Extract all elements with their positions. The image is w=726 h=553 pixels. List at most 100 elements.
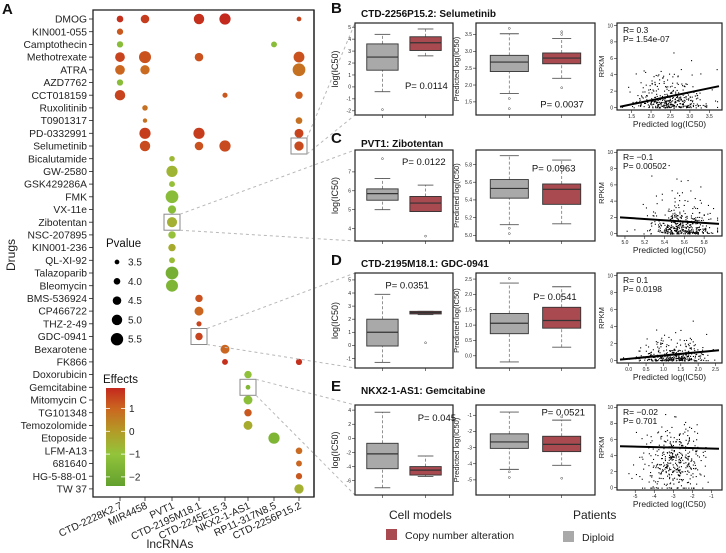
dot-bicalutamide [169,155,175,162]
scatter-point [680,106,682,108]
scatter-point [684,343,686,345]
scatter-point [699,355,701,357]
scatter-point [631,477,633,479]
scatter-point [682,357,684,359]
scatter-point [665,231,667,233]
scatter-point [680,217,682,219]
scatter-point [675,91,677,93]
cna-box [409,195,442,213]
scatter-point [687,358,689,360]
scatter-point [671,217,673,219]
scatter-point [679,230,681,232]
scatter-point [656,450,658,452]
scatter-point [680,180,682,182]
scatter-point [688,463,690,465]
dot-etoposide [268,432,280,444]
scatter-point [645,84,647,86]
y-tick-label: 2 [610,89,613,95]
effects-legend-label: −2 [129,472,141,483]
scatter-point [680,344,682,346]
scatter-point [662,232,664,234]
p-value-label: P= 0.0963 [532,164,576,175]
scatter-point [667,226,669,228]
scatter-point [670,233,672,235]
connector-line [179,229,356,242]
scatter-point [694,219,696,221]
scatter-point [676,178,678,180]
effects-legend-label: 0 [129,427,135,438]
scatter-point [692,473,694,475]
scatter-point [679,339,681,341]
outlier-point [560,86,563,89]
scatter-point [700,359,702,361]
scatter-point [655,467,657,469]
scatter-point [668,103,670,105]
scatter-point [674,212,676,214]
scatter-point [684,357,686,359]
dot-t0901317 [295,117,303,124]
scatter-point [652,466,654,468]
highlight-box [239,378,257,396]
scatter-point [690,474,692,476]
pvalue-legend-dot [110,333,124,346]
scatter-point [665,86,667,88]
scatter-point [657,104,659,106]
dot-selumetinib [219,140,231,152]
scatter-point [671,474,673,476]
dot-azd7762 [116,79,124,86]
dot-thz-2-49 [196,321,202,327]
scatter-point [669,454,671,456]
scatter-point [689,478,691,480]
scatter-point [660,438,662,440]
scatter-point [666,359,668,361]
scatter-point [660,357,662,359]
outlier-point [508,232,511,235]
correlation-p-label: P= 0.0198 [623,284,662,294]
scatter-point [657,455,659,457]
highlight-box [190,328,208,345]
scatter-point [656,203,658,205]
scatter-point [660,339,662,341]
scatter-point [702,225,704,227]
scatter-point [717,227,719,229]
scatter-point [658,477,660,479]
y-tick-label: 4 [348,291,351,297]
scatter-point [680,231,682,233]
plot-frame [616,149,723,237]
scatter-point [655,105,657,107]
y-tick-label: 0 [610,358,613,364]
scatter-point [667,464,669,466]
scatter-point [681,455,683,457]
scatter-point [699,105,701,107]
scatter-point [687,443,689,445]
scatter-point [650,487,652,489]
scatter-point [671,453,673,455]
scatter-point [693,232,695,234]
scatter-point [667,229,669,231]
scatter-point [655,359,657,361]
scatter-point [668,105,670,107]
scatter-point [688,487,690,489]
scatter-point [695,450,697,452]
y-tick-label: -4 [468,462,473,468]
scatter-point [694,431,696,433]
y-tick-label: 6 [610,56,613,62]
scatter-point [656,85,658,87]
dot-gdc-0941 [195,332,203,341]
diploid-box [489,433,529,449]
scatter-point [671,210,673,212]
scatter-point [651,222,653,224]
scatter-point [705,360,707,362]
x-tick-label: 3.0 [686,114,693,120]
scatter-point [695,354,697,356]
scatter-point [678,356,680,358]
x-tick-label: -4 [652,494,657,500]
scatter-point [675,455,677,457]
scatter-point [695,467,697,469]
scatter-point [654,357,656,359]
scatter-point [706,232,708,234]
dot-methotrexate [293,51,305,63]
scatter-point [661,487,663,489]
scatter-point [658,229,660,231]
scatter-point [676,439,678,441]
